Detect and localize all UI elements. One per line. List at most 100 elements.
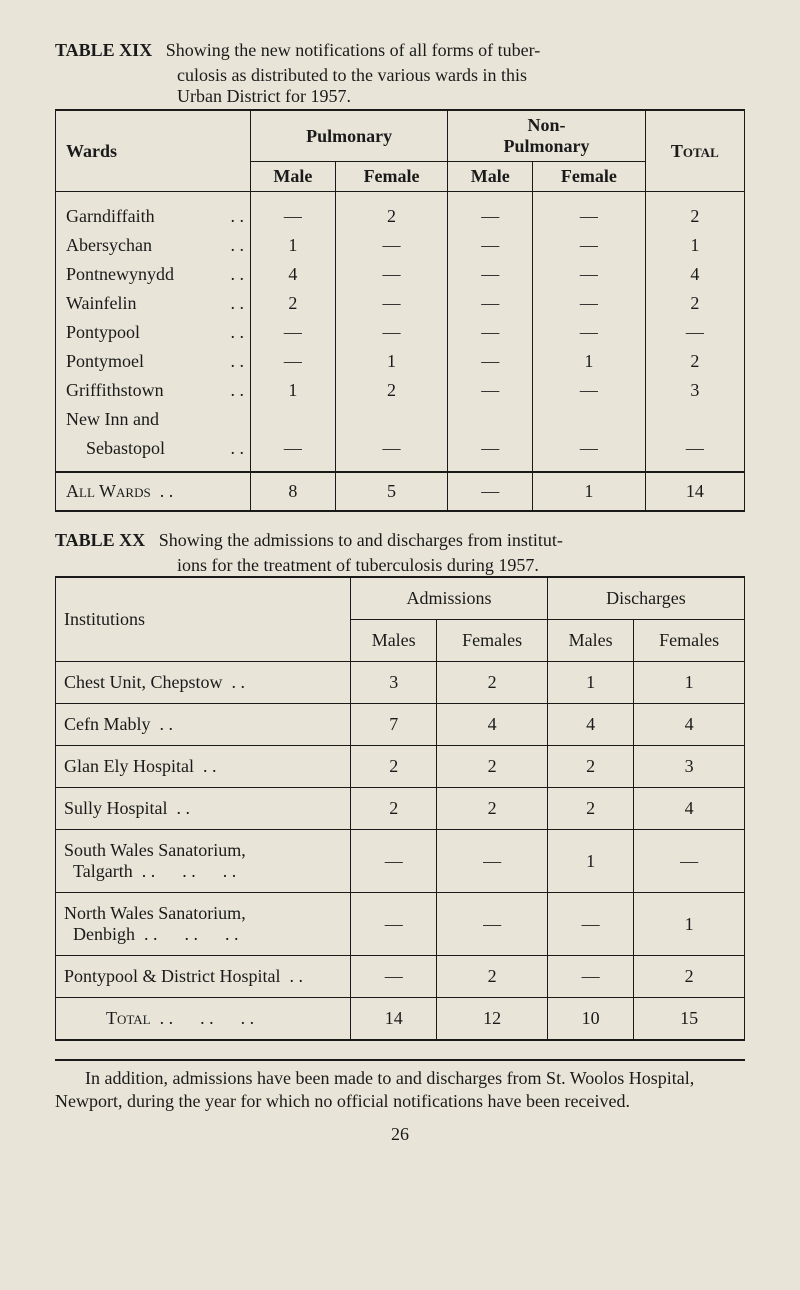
cell <box>533 405 646 434</box>
table2-footer-af: 12 <box>437 998 548 1041</box>
table2-footer-df: 15 <box>634 998 745 1041</box>
table-row: Glan Ely Hospital . .2223 <box>56 746 745 788</box>
cell: — <box>533 434 646 472</box>
cell: 4 <box>634 704 745 746</box>
cell: — <box>335 231 448 260</box>
table1: Wards Pulmonary Non-Pulmonary Total Male… <box>55 109 745 512</box>
cell: 4 <box>251 260 336 289</box>
table-row: Pontypool. .————— <box>56 318 745 347</box>
cell: — <box>547 956 633 998</box>
cell: — <box>533 231 646 260</box>
table-row: Pontymoel. .—1—12 <box>56 347 745 376</box>
cell <box>335 405 448 434</box>
cell: 1 <box>634 893 745 956</box>
cell: — <box>351 830 437 893</box>
cell: — <box>335 318 448 347</box>
table1-desc1: Showing the new notifications of all for… <box>157 40 541 60</box>
ward-name-cell: Pontymoel. . <box>56 347 251 376</box>
table2-label: TABLE XX <box>55 530 145 550</box>
cell: 2 <box>547 746 633 788</box>
ward-name-cell: Wainfelin. . <box>56 289 251 318</box>
table2: Institutions Admissions Discharges Males… <box>55 576 745 1041</box>
cell: 2 <box>547 788 633 830</box>
cell: — <box>533 376 646 405</box>
table-row: Cefn Mably . .7444 <box>56 704 745 746</box>
cell: — <box>645 434 744 472</box>
cell: 7 <box>351 704 437 746</box>
table-row: Sully Hospital . .2224 <box>56 788 745 830</box>
cell: — <box>335 260 448 289</box>
table1-footer-npm: — <box>448 472 533 511</box>
cell: — <box>335 434 448 472</box>
cell: 2 <box>645 289 744 318</box>
cell: — <box>448 289 533 318</box>
table2-footer-label: Total . . . . . . <box>56 998 351 1041</box>
cell: 2 <box>437 956 548 998</box>
table2-desc1: Showing the admissions to and discharges… <box>150 530 563 550</box>
table1-header-npm: Male <box>448 162 533 192</box>
table-row: Griffithstown. .12——3 <box>56 376 745 405</box>
ward-name-cell: Sebastopol. . <box>56 434 251 472</box>
cell: — <box>448 318 533 347</box>
table-row: South Wales Sanatorium, Talgarth . . . .… <box>56 830 745 893</box>
footer-note: In addition, admissions have been made t… <box>55 1059 745 1114</box>
table2-header-dm: Males <box>547 620 633 662</box>
table2-header-institutions: Institutions <box>56 577 351 662</box>
cell: — <box>251 192 336 232</box>
cell: 3 <box>645 376 744 405</box>
ward-name-cell: Garndiffaith. . <box>56 192 251 232</box>
institution-name-cell: Sully Hospital . . <box>56 788 351 830</box>
cell: 2 <box>437 746 548 788</box>
page-number: 26 <box>55 1124 745 1145</box>
table1-footer-label: All Wards . . <box>56 472 251 511</box>
cell: 1 <box>645 231 744 260</box>
table1-header-pulmonary: Pulmonary <box>251 110 448 162</box>
cell: 1 <box>533 347 646 376</box>
cell: 1 <box>547 662 633 704</box>
cell: — <box>448 347 533 376</box>
cell: — <box>533 192 646 232</box>
table1-label: TABLE XIX <box>55 40 152 60</box>
table-row: Garndiffaith. .—2——2 <box>56 192 745 232</box>
cell: 3 <box>634 746 745 788</box>
institution-name-cell: Chest Unit, Chepstow . . <box>56 662 351 704</box>
table-row: North Wales Sanatorium, Denbigh . . . . … <box>56 893 745 956</box>
cell: — <box>448 231 533 260</box>
cell <box>448 405 533 434</box>
cell: — <box>634 830 745 893</box>
table-row: Sebastopol. .————— <box>56 434 745 472</box>
table1-footer-pm: 8 <box>251 472 336 511</box>
table-row: New Inn and <box>56 405 745 434</box>
cell: 2 <box>437 662 548 704</box>
institution-name-cell: South Wales Sanatorium, Talgarth . . . .… <box>56 830 351 893</box>
table2-footer-am: 14 <box>351 998 437 1041</box>
cell: 2 <box>437 788 548 830</box>
cell: — <box>351 893 437 956</box>
cell: — <box>251 434 336 472</box>
cell: 4 <box>645 260 744 289</box>
cell: — <box>533 289 646 318</box>
table1-desc2: culosis as distributed to the various wa… <box>55 65 745 86</box>
table1-header-wards: Wards <box>56 110 251 192</box>
cell: — <box>448 192 533 232</box>
table1-footer-npf: 1 <box>533 472 646 511</box>
cell: — <box>547 893 633 956</box>
cell: 1 <box>251 231 336 260</box>
table2-header-af: Females <box>437 620 548 662</box>
table1-header-npf: Female <box>533 162 646 192</box>
ward-name-cell: Abersychan. . <box>56 231 251 260</box>
cell: — <box>437 830 548 893</box>
table-row: Abersychan. .1———1 <box>56 231 745 260</box>
table1-header-total: Total <box>645 110 744 192</box>
table-row: Pontnewynydd. .4———4 <box>56 260 745 289</box>
institution-name-cell: Pontypool & District Hospital . . <box>56 956 351 998</box>
table1-header-nonpulmonary: Non-Pulmonary <box>448 110 645 162</box>
cell: 2 <box>645 347 744 376</box>
cell: 4 <box>437 704 548 746</box>
table2-header-discharges: Discharges <box>547 577 744 620</box>
cell <box>645 405 744 434</box>
cell: — <box>335 289 448 318</box>
cell <box>251 405 336 434</box>
cell: — <box>645 318 744 347</box>
table2-footer-dm: 10 <box>547 998 633 1041</box>
